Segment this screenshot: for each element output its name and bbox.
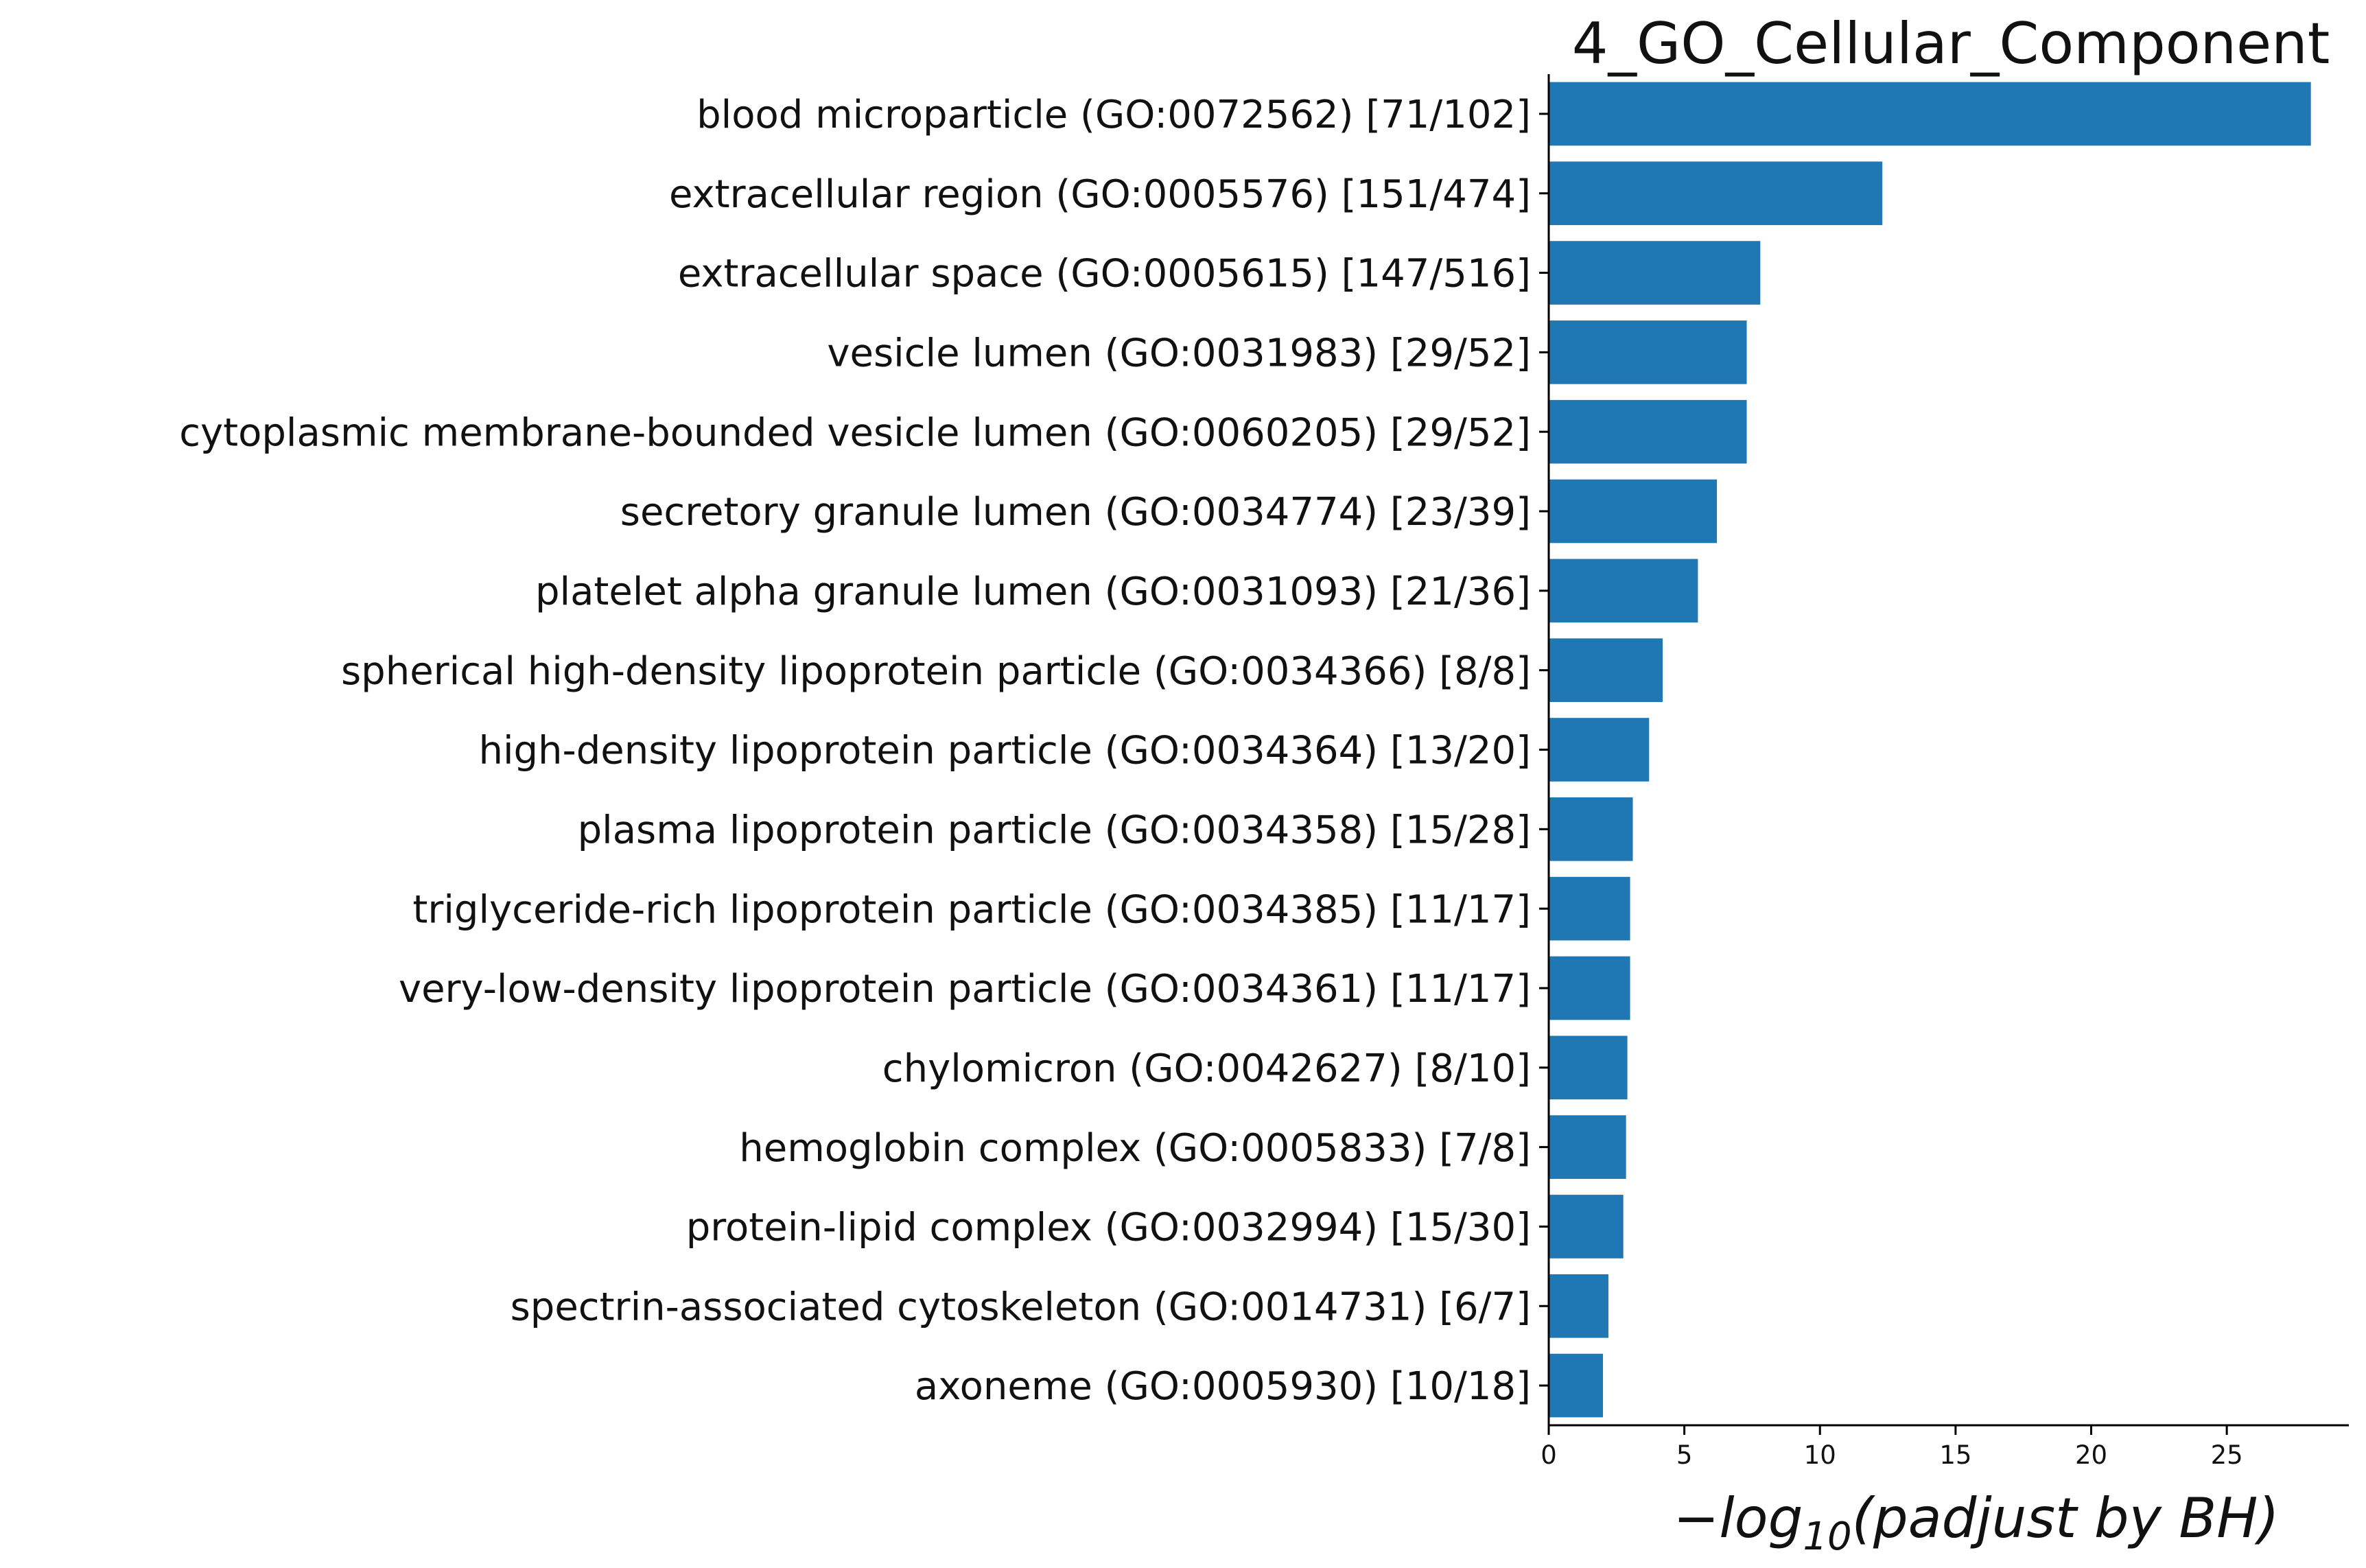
category-label-15: spectrin-associated cytoskeleton (GO:001…: [511, 1285, 1531, 1329]
category-label-9: plasma lipoprotein particle (GO:0034358)…: [578, 808, 1531, 852]
bar-9: [1549, 797, 1633, 861]
category-label-6: platelet alpha granule lumen (GO:0031093…: [535, 570, 1531, 614]
bar-0: [1549, 82, 2311, 146]
bar-11: [1549, 956, 1630, 1020]
bar-5: [1549, 479, 1718, 543]
category-labels-group: blood microparticle (GO:0072562) [71/102…: [179, 93, 1549, 1409]
category-label-8: high-density lipoprotein particle (GO:00…: [478, 729, 1531, 773]
x-axis-label-prefix: −log: [1673, 1486, 1803, 1550]
category-label-13: hemoglobin complex (GO:0005833) [7/8]: [739, 1126, 1531, 1171]
chart-title: 4_GO_Cellular_Component: [1572, 10, 2330, 77]
bars-group: [1549, 82, 2311, 1418]
x-axis-label-suffix: (padjust by BH): [1852, 1486, 2280, 1550]
bar-8: [1549, 718, 1650, 782]
category-label-3: vesicle lumen (GO:0031983) [29/52]: [827, 331, 1531, 376]
bar-16: [1549, 1353, 1604, 1418]
bar-4: [1549, 399, 1747, 464]
bar-13: [1549, 1115, 1626, 1179]
x-axis-ticks-group: 0 5 10 15 20 25: [1541, 1425, 2243, 1470]
bar-2: [1549, 241, 1761, 305]
plot-frame: [1547, 74, 2349, 1427]
bar-7: [1549, 638, 1663, 703]
bar-3: [1549, 320, 1747, 384]
x-tick-label-3: 15: [1939, 1440, 1971, 1470]
category-label-0: blood microparticle (GO:0072562) [71/102…: [696, 93, 1531, 137]
category-label-11: very-low-density lipoprotein particle (G…: [399, 967, 1531, 1011]
bar-6: [1549, 559, 1698, 623]
x-tick-label-2: 10: [1804, 1440, 1836, 1470]
category-label-14: protein-lipid complex (GO:0032994) [15/3…: [686, 1206, 1531, 1250]
category-label-10: triglyceride-rich lipoprotein particle (…: [412, 887, 1531, 932]
bar-12: [1549, 1035, 1628, 1100]
x-tick-label-4: 20: [2075, 1440, 2107, 1470]
category-label-5: secretory granule lumen (GO:0034774) [23…: [620, 490, 1531, 535]
category-label-16: axoneme (GO:0005930) [10/18]: [915, 1364, 1531, 1409]
category-label-12: chylomicron (GO:0042627) [8/10]: [882, 1046, 1531, 1091]
bar-15: [1549, 1274, 1608, 1338]
bar-14: [1549, 1195, 1624, 1259]
x-tick-label-0: 0: [1541, 1440, 1557, 1470]
category-label-4: cytoplasmic membrane-bounded vesicle lum…: [179, 410, 1531, 455]
category-label-2: extracellular space (GO:0005615) [147/51…: [678, 252, 1531, 296]
bar-1: [1549, 161, 1883, 226]
category-label-7: spherical high-density lipoprotein parti…: [341, 649, 1531, 694]
x-tick-label-1: 5: [1676, 1440, 1693, 1470]
x-axis-label-subscript: 10: [1803, 1514, 1851, 1559]
bar-10: [1549, 876, 1630, 941]
x-tick-label-5: 25: [2211, 1440, 2243, 1470]
category-label-1: extracellular region (GO:0005576) [151/4…: [669, 172, 1531, 217]
x-axis-label: −log10(padjust by BH): [1673, 1486, 2279, 1559]
